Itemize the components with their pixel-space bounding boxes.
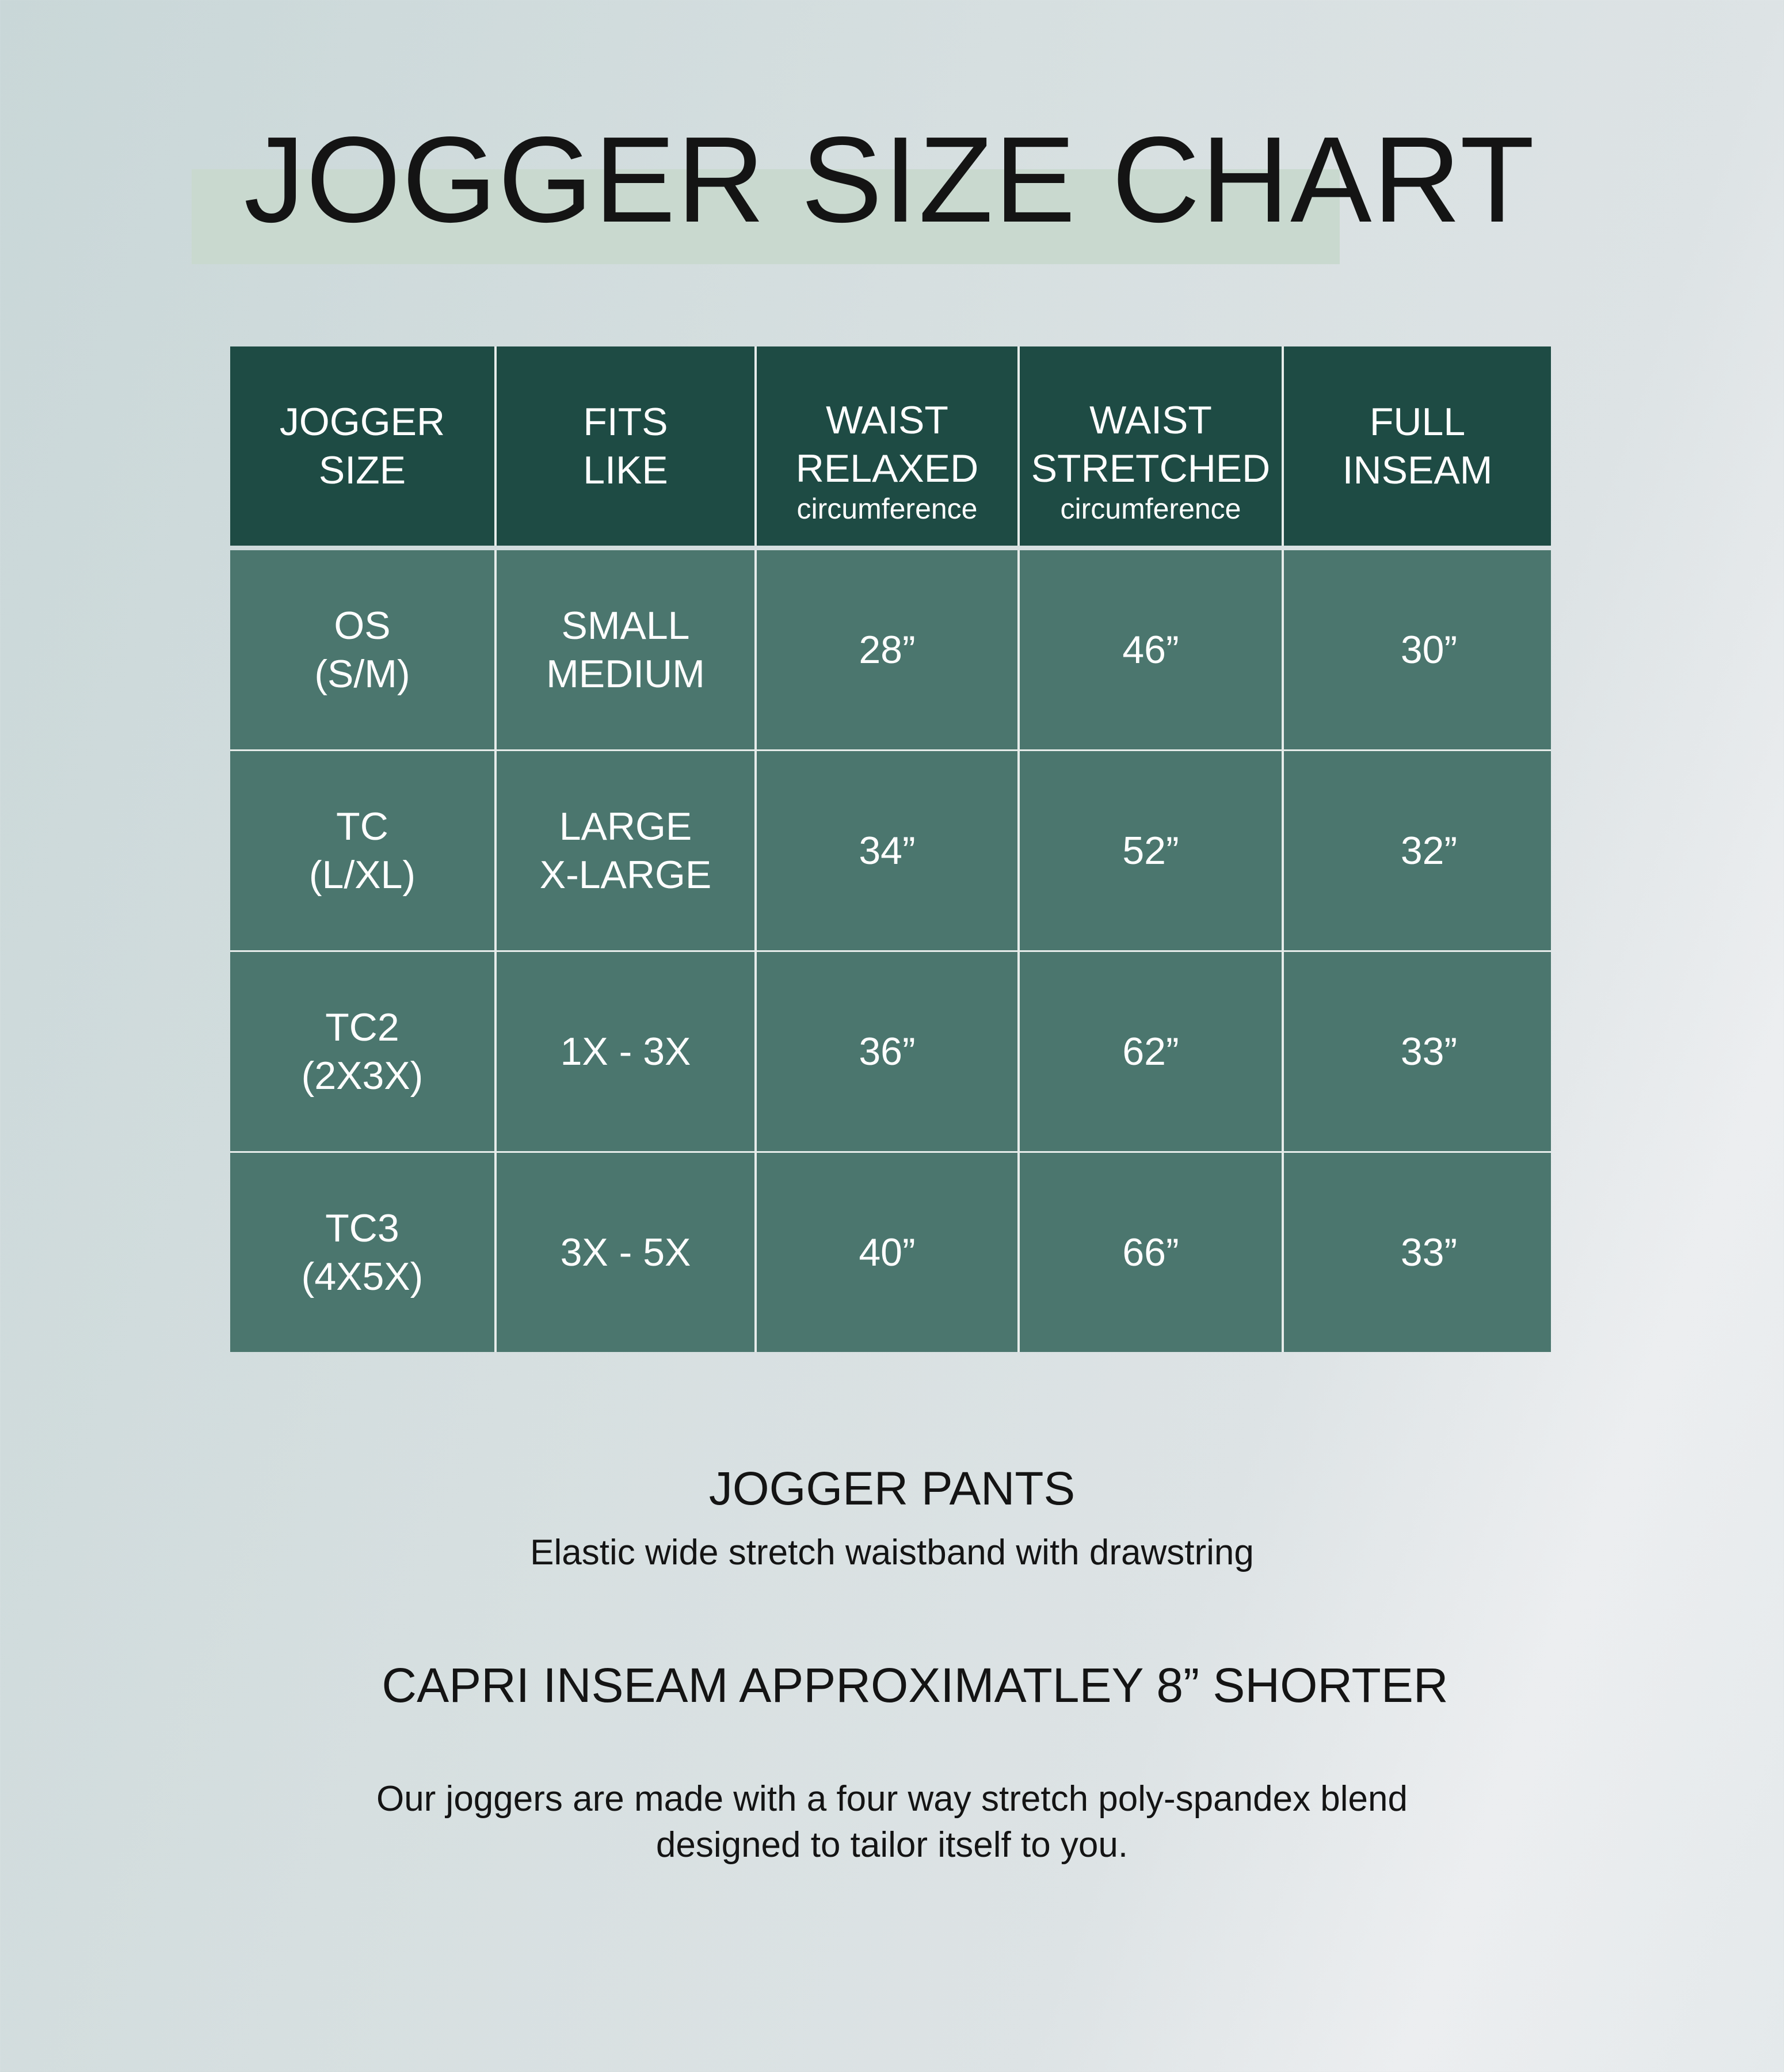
header-full-inseam: FULL INSEAM (1282, 346, 1551, 546)
header-jogger-size: JOGGER SIZE (230, 346, 494, 546)
table-header: JOGGER SIZE FITS LIKE WAIST RELAXED circumfe… (230, 346, 1551, 546)
cell-text: TC2 (325, 1005, 399, 1049)
header-fits-like: FITS LIKE (494, 346, 754, 546)
cell-text: 3X - 5X (560, 1231, 691, 1274)
table-body: OS (S/M) SMALL MEDIUM 28” 46” 30” TC (L/XL) LARGE… (230, 550, 1551, 1352)
capri-note: CAPRI INSEAM APPROXIMATLEY 8” SHORTER (382, 1658, 1448, 1712)
page-title-text: JOGGER SIZE CHART (243, 111, 1536, 247)
full-inseam-cell: 32” (1282, 751, 1551, 950)
header-sub: circumference (796, 493, 978, 525)
header-line: INSEAM (1342, 448, 1493, 492)
cell-text: LARGE (559, 805, 692, 848)
footer-heading: JOGGER PANTS (708, 1462, 1076, 1515)
cell-text: 32” (1400, 829, 1458, 873)
cell-text: TC3 (325, 1206, 399, 1250)
cell-text: OS (334, 604, 391, 648)
waist-relaxed-cell: 40” (754, 1153, 1017, 1352)
cell-text: 36” (859, 1030, 916, 1073)
table-row: TC2 (2X3X) 1X - 3X 36” 62” 33” (230, 950, 1551, 1151)
header-line: SIZE (318, 448, 406, 492)
cell-text: 34” (859, 829, 916, 873)
header-waist-stretched: WAIST STRETCHED circumference (1017, 346, 1282, 546)
full-inseam-cell: 33” (1282, 952, 1551, 1151)
cell-text: (S/M) (314, 652, 410, 696)
cell-text: 1X - 3X (560, 1030, 691, 1073)
table-row: TC (L/XL) LARGE X-LARGE 34” 52” 32” (230, 749, 1551, 950)
cell-text: 62” (1122, 1030, 1179, 1073)
header-line: FULL (1369, 400, 1466, 444)
fits-like-cell: 1X - 3X (494, 952, 754, 1151)
footer-subheading: Elastic wide stretch waistband with draw… (530, 1533, 1254, 1572)
size-cell: TC2 (2X3X) (230, 952, 494, 1151)
waist-relaxed-cell: 34” (754, 751, 1017, 950)
header-line: RELAXED (795, 447, 979, 490)
header-line: FITS (583, 400, 668, 444)
table-row: TC3 (4X5X) 3X - 5X 40” 66” 33” (230, 1151, 1551, 1352)
fits-like-cell: LARGE X-LARGE (494, 751, 754, 950)
waist-stretched-cell: 66” (1017, 1153, 1282, 1352)
size-cell: TC3 (4X5X) (230, 1153, 494, 1352)
cell-text: (2X3X) (301, 1054, 424, 1098)
title-highlight (192, 169, 1340, 264)
cell-text: TC (336, 805, 388, 848)
waist-stretched-cell: 46” (1017, 550, 1282, 749)
header-line: LIKE (583, 448, 668, 492)
cell-text: (4X5X) (301, 1255, 424, 1298)
cell-text: X-LARGE (539, 853, 712, 897)
cell-text: 33” (1400, 1030, 1458, 1073)
cell-text: 66” (1122, 1231, 1179, 1274)
table-row: OS (S/M) SMALL MEDIUM 28” 46” 30” (230, 550, 1551, 749)
size-cell: TC (L/XL) (230, 751, 494, 950)
cell-text: 46” (1122, 628, 1179, 672)
fits-like-cell: SMALL MEDIUM (494, 550, 754, 749)
cell-text: 40” (859, 1231, 916, 1274)
fits-like-cell: 3X - 5X (494, 1153, 754, 1352)
waist-relaxed-cell: 36” (754, 952, 1017, 1151)
header-sub: circumference (1060, 493, 1241, 525)
header-line: STRETCHED (1031, 447, 1271, 490)
waist-relaxed-cell: 28” (754, 550, 1017, 749)
cell-text: SMALL (561, 604, 690, 648)
page-title: JOGGER SIZE CHART (0, 109, 1784, 250)
cell-text: (L/XL) (308, 853, 416, 897)
size-cell: OS (S/M) (230, 550, 494, 749)
cell-text: 30” (1400, 628, 1458, 672)
cell-text: MEDIUM (546, 652, 705, 696)
header-line: WAIST (1089, 398, 1212, 442)
full-inseam-cell: 33” (1282, 1153, 1551, 1352)
header-waist-relaxed: WAIST RELAXED circumference (754, 346, 1017, 546)
header-line: WAIST (826, 398, 948, 442)
waist-stretched-cell: 52” (1017, 751, 1282, 950)
header-line: JOGGER (279, 400, 445, 444)
full-inseam-cell: 30” (1282, 550, 1551, 749)
cell-text: 33” (1400, 1231, 1458, 1274)
description-line-2: designed to tailor itself to you. (655, 1825, 1129, 1865)
description-line-1: Our joggers are made with a four way str… (376, 1779, 1408, 1819)
waist-stretched-cell: 62” (1017, 952, 1282, 1151)
size-table: JOGGER SIZE FITS LIKE WAIST RELAXED circumfe… (230, 346, 1551, 1352)
cell-text: 52” (1122, 829, 1179, 873)
cell-text: 28” (859, 628, 916, 672)
